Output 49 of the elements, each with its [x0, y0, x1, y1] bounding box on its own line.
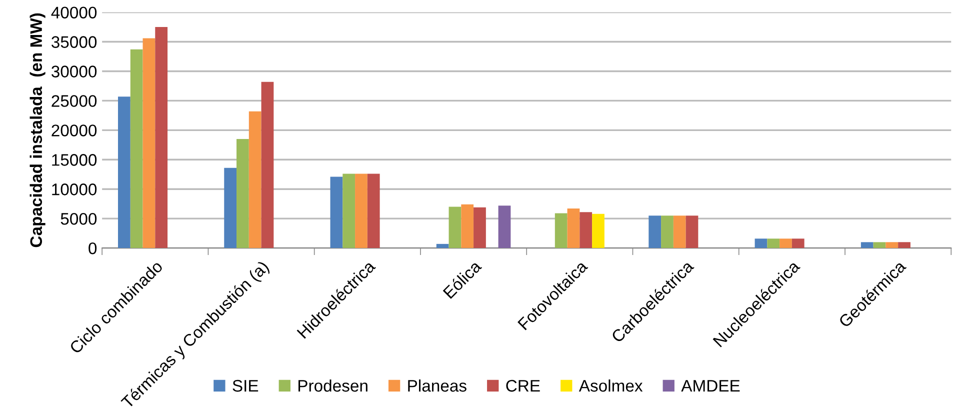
bar — [661, 216, 674, 248]
legend-label: Asolmex — [578, 379, 643, 392]
bar — [118, 96, 130, 248]
bar — [567, 208, 580, 248]
bar — [142, 38, 156, 248]
bar — [261, 82, 274, 248]
bar — [686, 216, 698, 248]
bar — [860, 242, 874, 248]
y-tick-label: 20000 — [52, 124, 97, 136]
y-tick-label: 35000 — [52, 36, 97, 48]
bar — [436, 244, 449, 248]
bar — [580, 212, 592, 248]
bar — [155, 27, 168, 248]
bar — [648, 216, 662, 248]
bar — [461, 204, 474, 248]
legend-label: Planeas — [408, 379, 466, 392]
y-tick-label: 30000 — [52, 66, 97, 78]
bar — [780, 238, 792, 248]
bar — [498, 206, 511, 248]
bar — [898, 242, 910, 248]
bar — [474, 207, 486, 248]
y-tick-label: 5000 — [60, 212, 97, 225]
legend-label: Prodesen — [298, 379, 368, 392]
bar — [224, 168, 237, 248]
bar — [330, 176, 343, 248]
bar — [236, 139, 249, 248]
bar — [342, 174, 356, 248]
y-tick-label: 10000 — [52, 184, 97, 196]
bar — [448, 206, 462, 248]
bar — [792, 238, 804, 248]
bar — [554, 213, 568, 248]
bar — [592, 214, 604, 248]
y-tick-label: 0 — [88, 242, 97, 254]
bar — [248, 111, 262, 248]
bar — [873, 242, 886, 248]
legend-label: AMDEE — [681, 380, 740, 392]
legend-label: SIE — [232, 380, 258, 392]
bar — [367, 174, 380, 248]
bar — [355, 174, 368, 248]
bar — [754, 238, 768, 248]
y-axis-title: Capacidad instalada (en MW) — [30, 13, 46, 248]
legend-label: CRE — [506, 380, 540, 392]
y-tick-label: 15000 — [52, 154, 97, 166]
y-tick-label: 25000 — [52, 95, 97, 107]
bar — [767, 238, 780, 248]
bar — [130, 49, 143, 248]
bar — [673, 216, 686, 248]
bar — [886, 242, 898, 248]
y-tick-label: 40000 — [51, 6, 97, 19]
